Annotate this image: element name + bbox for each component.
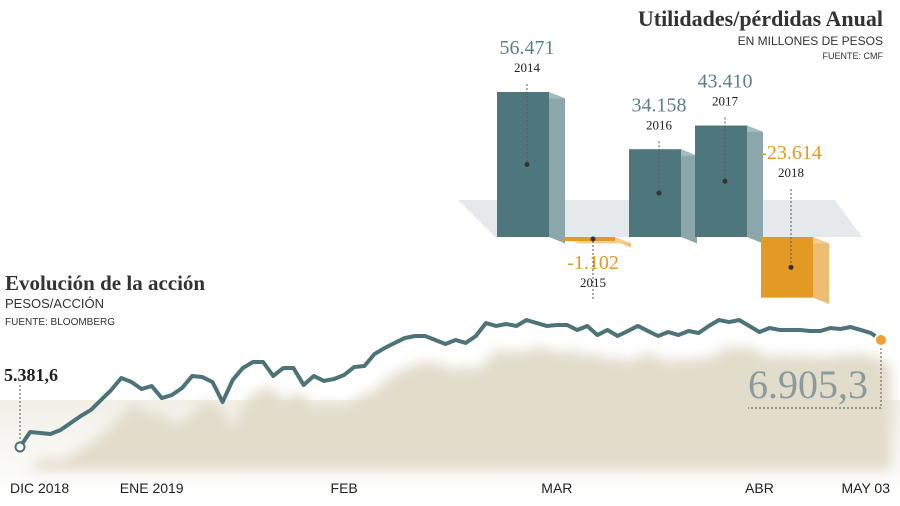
value-label: 56.471 [500, 37, 555, 59]
bar-side [549, 92, 565, 244]
start-marker [14, 441, 26, 453]
x-tick-label: MAY 03 [841, 480, 890, 496]
bar [563, 237, 615, 241]
chart-subtitle: EN MILLONES DE PESOS [738, 34, 883, 48]
category-label: 2016 [646, 117, 673, 132]
leader-dot [788, 264, 794, 270]
category-label: 2017 [712, 94, 739, 109]
x-tick-label: ABR [745, 480, 774, 496]
leader-dot [656, 190, 662, 196]
chart-title: Utilidades/pérdidas Anual [638, 6, 883, 31]
value-label: 34.158 [632, 94, 687, 116]
bar [761, 237, 813, 298]
category-label: 2018 [778, 165, 804, 180]
chart-title: Evolución de la acción [5, 271, 205, 295]
value-label: 43.410 [698, 71, 753, 93]
leader-dot [524, 162, 530, 167]
x-tick-label: DIC 2018 [10, 480, 69, 496]
leader-dot [590, 236, 596, 242]
leader-dot [722, 178, 728, 184]
x-tick-label: MAR [541, 480, 572, 496]
line [18, 318, 883, 449]
value-label: -23.614 [760, 142, 822, 164]
bar-side [747, 125, 763, 244]
chart-source: FUENTE: BLOOMBERG [5, 317, 115, 328]
chart-source: FUENTE: CMF [823, 51, 884, 61]
category-label: 2015 [580, 275, 606, 290]
bar [695, 125, 747, 237]
x-tick-label: ENE 2019 [120, 480, 184, 496]
end-marker [874, 332, 888, 347]
chart-subtitle: PESOS/ACCIÓN [5, 296, 104, 311]
value-label: 6.905,3 [748, 362, 868, 407]
bar-side [681, 149, 697, 244]
value-label: -1.102 [567, 252, 619, 274]
bar [629, 149, 681, 237]
category-label: 2014 [514, 60, 541, 75]
leader-line [748, 339, 882, 409]
x-tick-label: FEB [331, 480, 358, 496]
line-shadow [20, 346, 891, 473]
line-chart: DIC 2018 ENE 2019 FEB MAR ABR MAY 03 5.381,6 6.… [0, 318, 900, 500]
bar-side [813, 237, 829, 305]
value-label: 5.381,6 [4, 365, 58, 385]
bar [497, 92, 549, 237]
